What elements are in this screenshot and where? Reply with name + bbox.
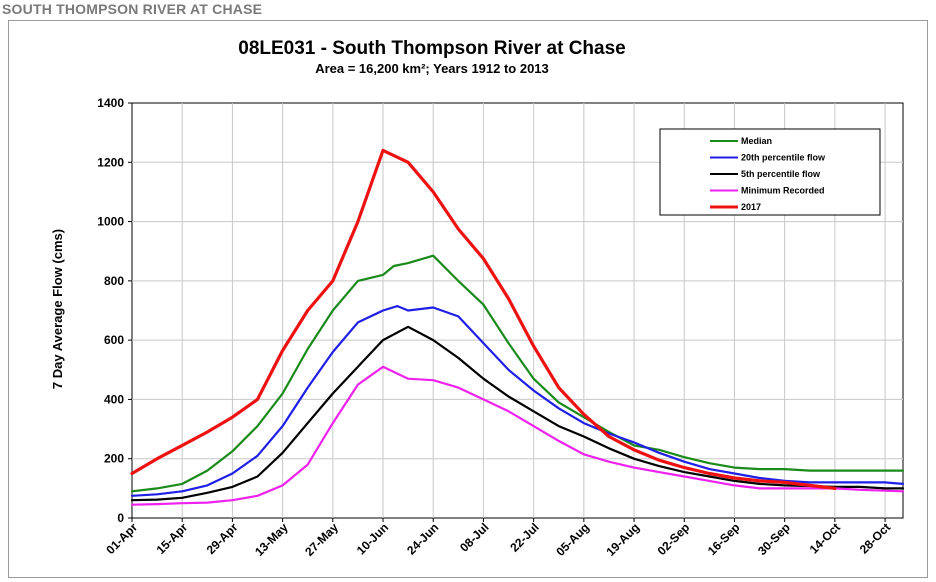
x-tick-label: 15-Apr <box>154 520 191 557</box>
x-tick-label: 10-Jun <box>354 520 391 557</box>
x-tick-label: 30-Sep <box>755 520 793 558</box>
x-tick-label: 24-Jun <box>404 520 441 557</box>
legend: Median 20th percentile flow 5th percentile… <box>659 128 881 216</box>
y-tick-label: 1000 <box>97 215 124 229</box>
plot-area: 0 200 400 600 800 1000 1200 1400 01-Apr 15-Apr 29-… <box>97 96 905 559</box>
page-header-title: SOUTH THOMPSON RIVER AT CHASE <box>2 1 263 17</box>
x-tick-label: 19-Aug <box>604 520 643 559</box>
legend-label-0: Median <box>741 136 772 146</box>
x-tick-label: 05-Aug <box>553 520 592 559</box>
chart-title: 08LE031 - South Thompson River at Chase <box>238 38 625 59</box>
x-tick-label: 08-Jul <box>457 520 491 554</box>
x-tick-label: 16-Sep <box>705 520 743 558</box>
y-tick-label: 1400 <box>97 96 124 110</box>
x-tick-label: 01-Apr <box>103 520 140 557</box>
x-tick-label: 28-Oct <box>857 520 893 556</box>
legend-label-1: 20th percentile flow <box>741 153 826 163</box>
series-line-4 <box>130 148 837 490</box>
series-line-1 <box>130 305 905 497</box>
page-header: SOUTH THOMPSON RIVER AT CHASE <box>0 0 936 18</box>
y-tick-label: 0 <box>117 511 124 525</box>
x-tick-label: 29-Apr <box>204 520 241 557</box>
series-line-3 <box>130 365 905 506</box>
x-tick-label: 02-Sep <box>655 520 693 558</box>
chart-subtitle: Area = 16,200 km²; Years 1912 to 2013 <box>315 61 549 76</box>
series-line-2 <box>130 325 905 502</box>
x-tick-label: 22-Jul <box>507 520 541 554</box>
y-tick-label: 1200 <box>97 155 124 169</box>
x-tick-label: 13-May <box>252 520 291 559</box>
x-tick-label: 27-May <box>302 520 341 559</box>
series-line-0 <box>130 254 905 493</box>
legend-label-2: 5th percentile flow <box>741 169 821 179</box>
y-tick-label: 200 <box>104 452 124 466</box>
y-tick-label: 800 <box>104 274 124 288</box>
y-axis-label: 7 Day Average Flow (cms) <box>50 229 65 389</box>
x-tick-label: 14-Oct <box>807 520 843 556</box>
legend-label-4: 2017 <box>741 202 761 212</box>
y-tick-label: 600 <box>104 333 124 347</box>
legend-label-3: Minimum Recorded <box>741 186 825 196</box>
legend-box <box>659 128 881 216</box>
y-tick-label: 400 <box>104 392 124 406</box>
